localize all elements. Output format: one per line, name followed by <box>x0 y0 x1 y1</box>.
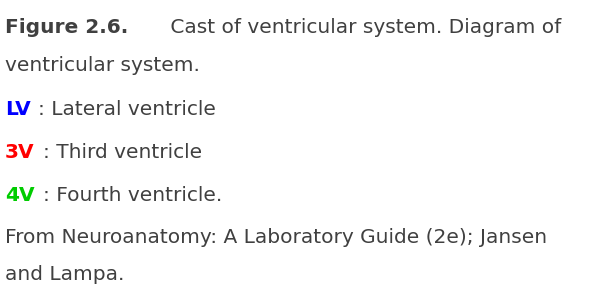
Text: From Neuroanatomy: A Laboratory Guide (2e); Jansen: From Neuroanatomy: A Laboratory Guide (2… <box>5 228 547 247</box>
Text: : Fourth ventricle.: : Fourth ventricle. <box>43 186 223 205</box>
Text: 3V: 3V <box>5 143 35 162</box>
Text: Figure 2.6.: Figure 2.6. <box>5 18 128 37</box>
Text: : Lateral ventricle: : Lateral ventricle <box>38 100 216 119</box>
Text: 4V: 4V <box>5 186 35 205</box>
Text: and Lampa.: and Lampa. <box>5 265 124 284</box>
Text: ventricular system.: ventricular system. <box>5 56 200 75</box>
Text: : Third ventricle: : Third ventricle <box>43 143 202 162</box>
Text: Cast of ventricular system. Diagram of: Cast of ventricular system. Diagram of <box>164 18 561 37</box>
Text: LV: LV <box>5 100 31 119</box>
